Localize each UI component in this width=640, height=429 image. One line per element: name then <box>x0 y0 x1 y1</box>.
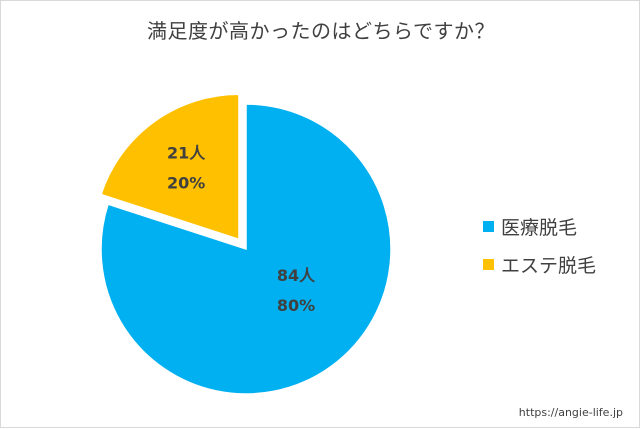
legend: 医療脱毛 エステ脱毛 <box>483 211 596 287</box>
legend-item-medical: 医療脱毛 <box>483 211 596 241</box>
legend-label-esthe: エステ脱毛 <box>501 254 597 277</box>
legend-swatch-medical <box>483 220 494 232</box>
pie-slice-0 <box>100 103 392 395</box>
chart-title: 満足度が高かったのはどちらですか？ <box>147 19 495 43</box>
legend-label-medical: 医療脱毛 <box>501 216 578 239</box>
slice-count-label-0: 84人 <box>277 266 316 285</box>
slice-percent-label-0: 80% <box>277 296 315 315</box>
pie-slice-1 <box>100 93 240 241</box>
slice-count-label-1: 21人 <box>167 144 206 163</box>
source-url: https://angie-life.jp <box>518 406 623 419</box>
legend-item-esthe: エステ脱毛 <box>483 249 596 279</box>
slice-percent-label-1: 20% <box>167 174 205 193</box>
legend-swatch-esthe <box>483 258 494 270</box>
